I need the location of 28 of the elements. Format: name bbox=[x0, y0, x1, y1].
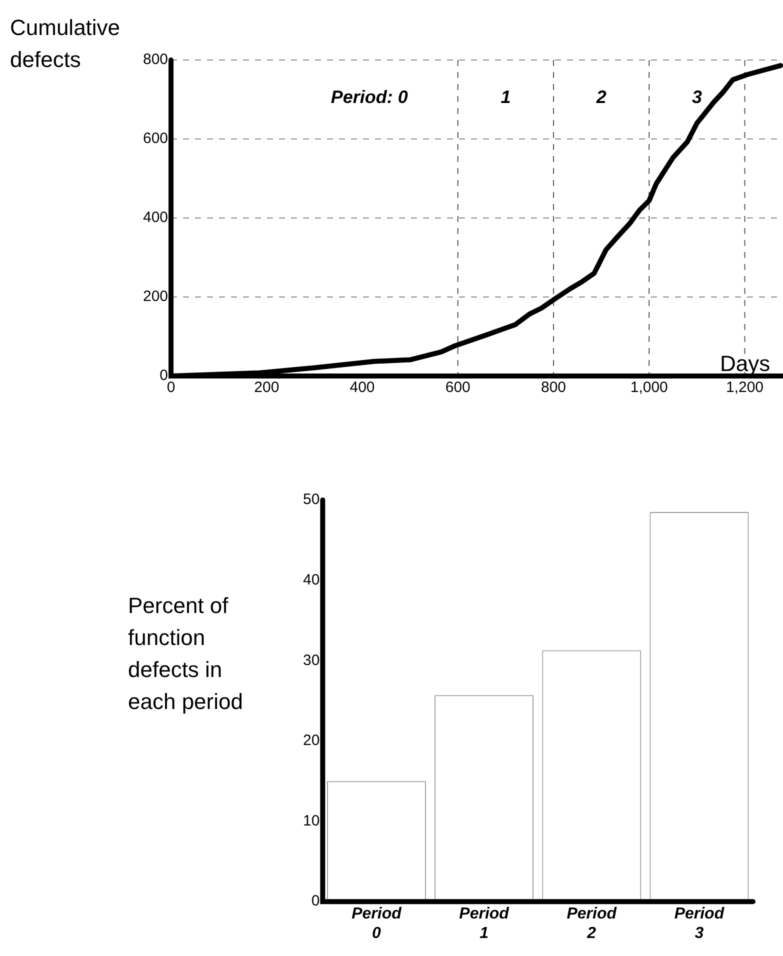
y-tick-label: 30 bbox=[302, 652, 320, 669]
y-axis-title: Percent of function defects in each period bbox=[128, 592, 244, 716]
y-tick-label: 0 bbox=[160, 367, 168, 384]
annotation: Period: 0 bbox=[330, 86, 408, 107]
annotation: 3 bbox=[692, 86, 702, 107]
x-tick-label: Period 3 bbox=[674, 906, 726, 942]
y-tick-label: 400 bbox=[142, 209, 168, 226]
y-tick-label: 10 bbox=[302, 812, 320, 830]
x-tick-label: 1,000 bbox=[630, 379, 668, 396]
x-tick-label: 1,200 bbox=[726, 379, 764, 396]
x-tick-label: Period 0 bbox=[352, 906, 403, 942]
y-tick-label: 50 bbox=[302, 491, 320, 508]
x-tick-label: Period 2 bbox=[566, 906, 618, 942]
y-tick-label: 0 bbox=[311, 892, 320, 910]
y-tick-label: 800 bbox=[142, 51, 168, 68]
y-tick-label: 200 bbox=[142, 288, 168, 306]
y-tick-label: 600 bbox=[142, 130, 168, 148]
x-axis-title: Days bbox=[720, 350, 770, 378]
y-tick-label: 40 bbox=[302, 571, 320, 588]
x-tick-label: Period 1 bbox=[459, 906, 510, 942]
annotation: 2 bbox=[595, 86, 606, 107]
x-tick-label: 600 bbox=[445, 379, 470, 396]
x-tick-label: 200 bbox=[254, 379, 280, 396]
y-axis-title: Cumulative defects bbox=[10, 15, 120, 72]
y-tick-label: 20 bbox=[302, 732, 320, 750]
annotation: 1 bbox=[500, 86, 511, 107]
x-tick-label: 800 bbox=[540, 379, 566, 396]
x-tick-label: 400 bbox=[350, 379, 375, 396]
